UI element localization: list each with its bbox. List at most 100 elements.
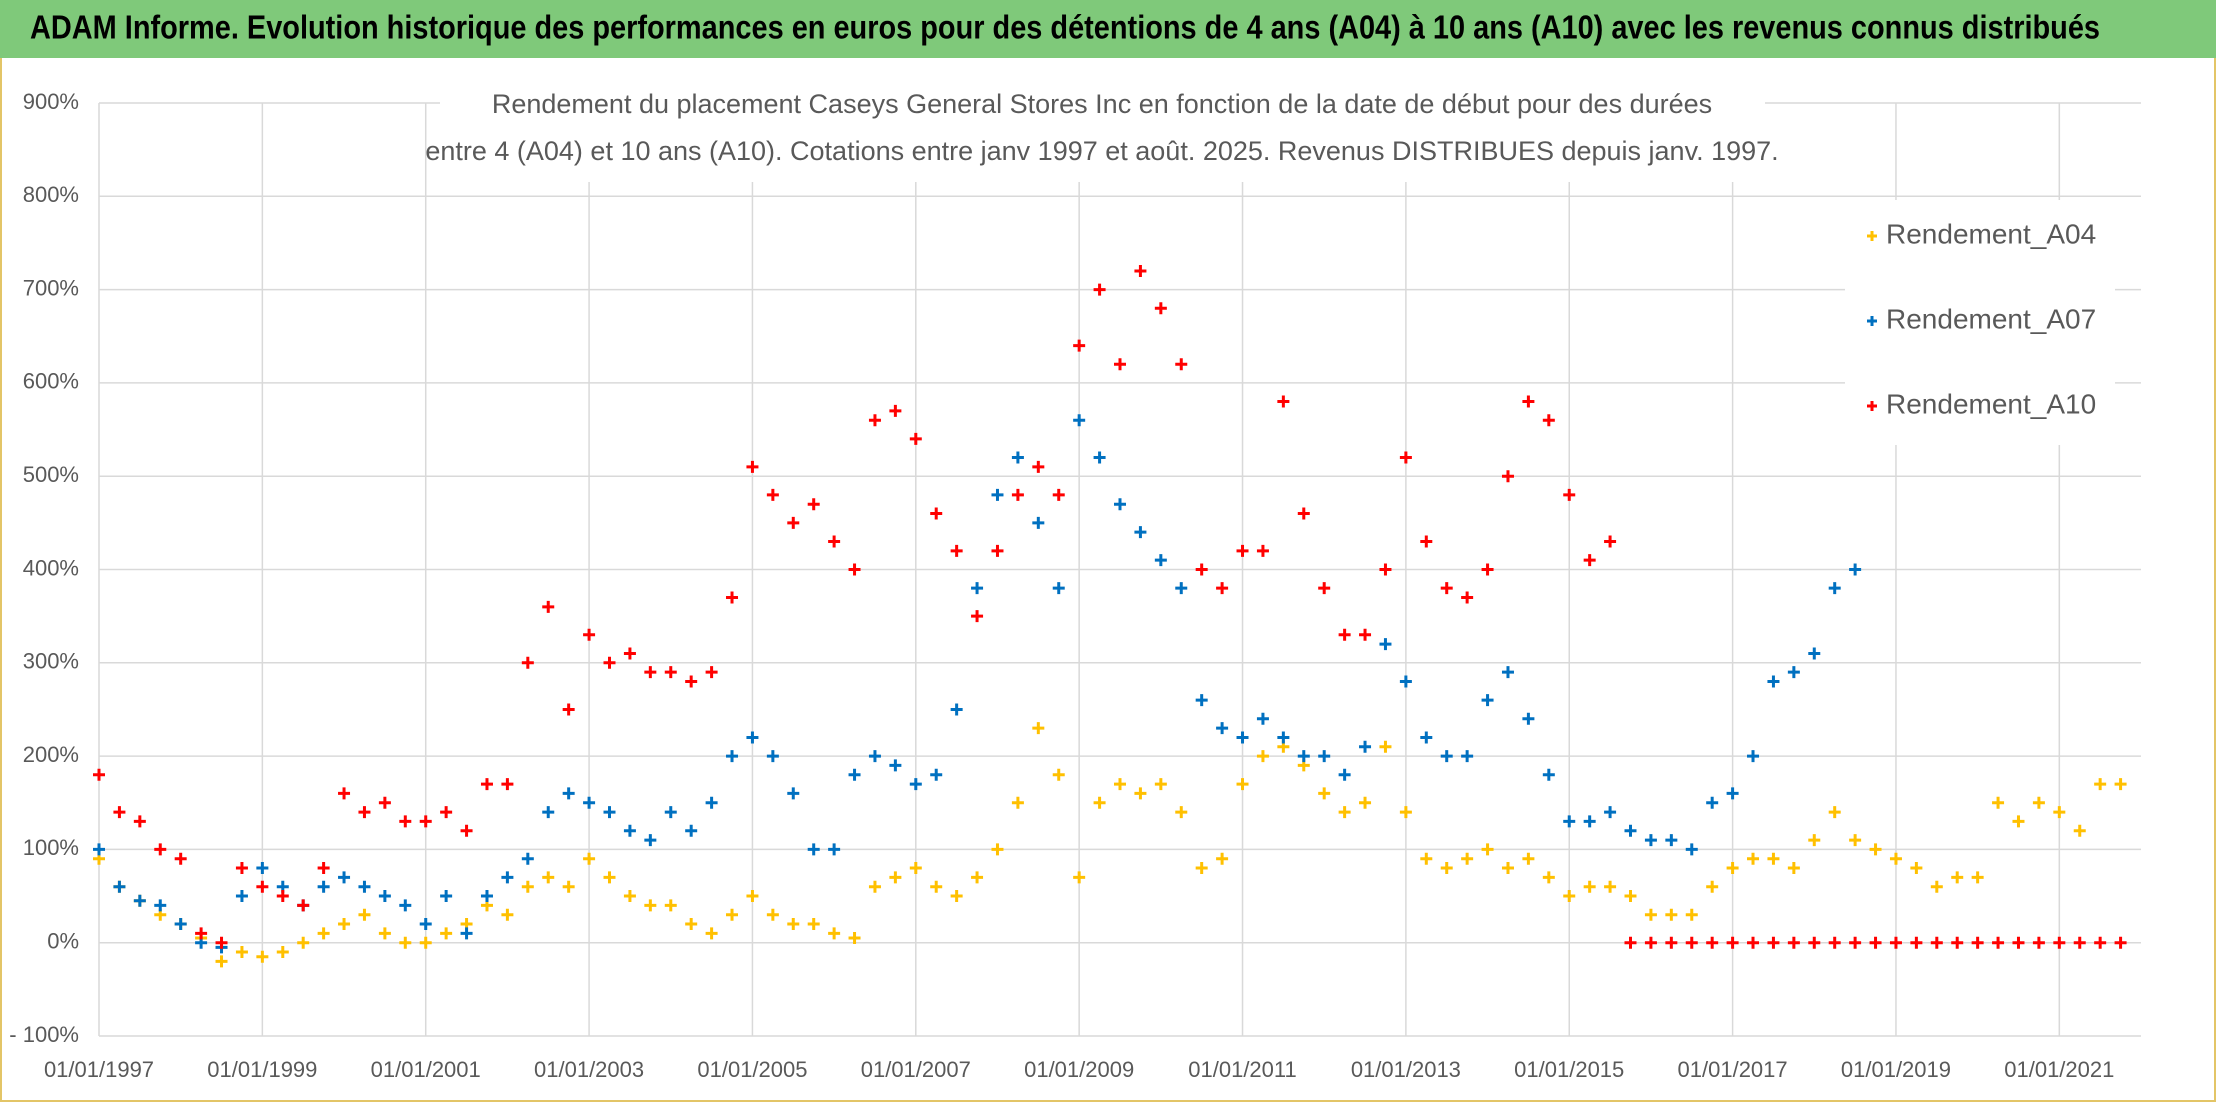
point — [930, 507, 943, 520]
point — [480, 890, 493, 903]
point — [154, 843, 167, 856]
point — [1399, 675, 1412, 688]
point — [1481, 563, 1494, 576]
point — [1277, 731, 1290, 744]
point — [2012, 936, 2025, 949]
point — [909, 862, 922, 875]
point — [2032, 936, 2045, 949]
point — [460, 927, 473, 940]
point — [1256, 544, 1269, 557]
point — [603, 656, 616, 669]
point — [338, 871, 351, 884]
point — [2053, 936, 2066, 949]
point — [1542, 414, 1555, 427]
point — [1747, 852, 1760, 865]
point — [1032, 460, 1045, 473]
point — [256, 862, 269, 875]
point — [828, 843, 841, 856]
point — [991, 544, 1004, 557]
point — [1440, 750, 1453, 763]
point — [1726, 862, 1739, 875]
point — [807, 498, 820, 511]
point — [1849, 834, 1862, 847]
point — [1093, 451, 1106, 464]
y-tick-label: 800% — [23, 182, 79, 207]
point — [133, 815, 146, 828]
point — [1297, 507, 1310, 520]
point — [1522, 852, 1535, 865]
point — [1501, 470, 1514, 483]
x-tick-label: 01/01/2003 — [534, 1057, 644, 1082]
point — [1011, 488, 1024, 501]
point — [440, 806, 453, 819]
point — [460, 824, 473, 837]
point — [235, 946, 248, 959]
point — [1992, 936, 2005, 949]
point — [195, 927, 208, 940]
point — [501, 871, 514, 884]
point — [991, 488, 1004, 501]
point — [1665, 936, 1678, 949]
point — [644, 899, 657, 912]
point — [1134, 787, 1147, 800]
point — [1787, 862, 1800, 875]
point — [1236, 778, 1249, 791]
point — [1440, 582, 1453, 595]
point — [1522, 395, 1535, 408]
point — [1889, 852, 1902, 865]
point — [950, 703, 963, 716]
point — [664, 666, 677, 679]
point — [542, 806, 555, 819]
point — [317, 862, 330, 875]
point — [685, 918, 698, 931]
point — [562, 703, 575, 716]
point — [828, 535, 841, 548]
point — [1052, 488, 1065, 501]
legend-marker — [1867, 401, 1877, 411]
point — [991, 843, 1004, 856]
point — [950, 890, 963, 903]
point — [2114, 936, 2127, 949]
point — [2073, 824, 2086, 837]
point — [930, 768, 943, 781]
point — [440, 927, 453, 940]
point — [542, 600, 555, 613]
x-tick-label: 01/01/2009 — [1024, 1057, 1134, 1082]
point — [1277, 395, 1290, 408]
point — [1236, 731, 1249, 744]
point — [1073, 339, 1086, 352]
point — [1379, 740, 1392, 753]
point — [1930, 880, 1943, 893]
point — [685, 675, 698, 688]
x-tick-label: 01/01/1997 — [44, 1057, 154, 1082]
point — [1828, 806, 1841, 819]
point — [1726, 936, 1739, 949]
x-tick-label: 01/01/2019 — [1841, 1057, 1951, 1082]
point — [644, 666, 657, 679]
point — [1951, 871, 1964, 884]
point — [1114, 358, 1126, 371]
point — [276, 890, 289, 903]
point — [930, 880, 943, 893]
point — [1216, 852, 1229, 865]
point — [480, 778, 493, 791]
point — [1175, 806, 1188, 819]
point — [787, 787, 800, 800]
point — [1256, 712, 1269, 725]
point — [1154, 302, 1167, 315]
point — [1644, 908, 1657, 921]
point — [664, 806, 677, 819]
point — [1420, 852, 1433, 865]
point — [1236, 544, 1249, 557]
point — [174, 852, 187, 865]
point — [1154, 778, 1167, 791]
point — [521, 656, 534, 669]
point — [1052, 768, 1065, 781]
point — [1114, 498, 1126, 511]
point — [1624, 936, 1637, 949]
point — [971, 582, 984, 595]
point — [726, 591, 739, 604]
point — [1542, 871, 1555, 884]
point — [1706, 936, 1719, 949]
